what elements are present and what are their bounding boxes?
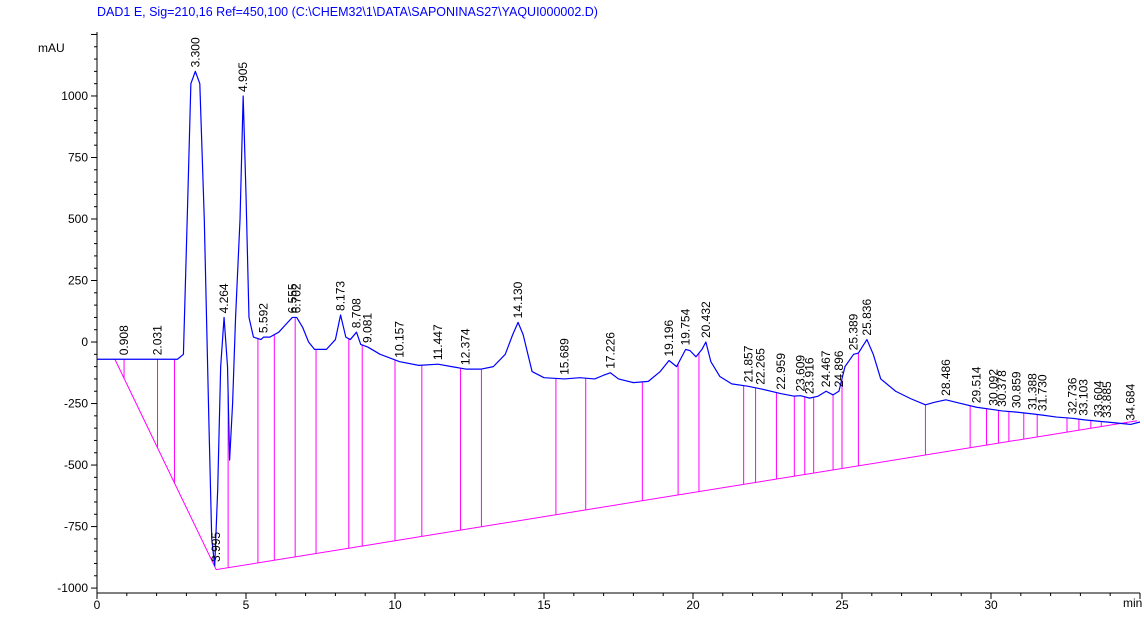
peak-label: 12.374 <box>459 328 473 365</box>
x-axis-label: min <box>1123 596 1142 610</box>
x-tick-label: 25 <box>835 598 849 612</box>
integration-drop-lines <box>123 317 1128 568</box>
integration-baseline <box>114 359 1138 571</box>
x-tick-label: 5 <box>243 598 250 612</box>
axes: 0 5 10 15 20 25 30 -1000 -750 -500 -250 0 250 500 750 1… <box>57 32 1141 612</box>
peak-label: 33.885 <box>1100 381 1114 418</box>
peak-label: 2.031 <box>151 325 165 355</box>
peak-label: 30.378 <box>995 370 1009 407</box>
y-tick-label: 1000 <box>61 89 88 103</box>
peak-label: 9.081 <box>361 313 375 343</box>
peak-label: 15.689 <box>558 338 572 375</box>
y-tick-label: 0 <box>81 335 88 349</box>
peak-label: 23.609 <box>794 355 808 392</box>
peak-label: 23.916 <box>803 357 817 394</box>
peak-label: 22.959 <box>774 353 788 390</box>
peak-label: 34.684 <box>1124 383 1138 420</box>
peak-label: 24.896 <box>832 350 846 387</box>
y-tick-label: 500 <box>68 212 88 226</box>
peak-label: 25.389 <box>847 313 861 350</box>
peak-label: 22.265 <box>753 348 767 385</box>
peak-label: 4.264 <box>217 283 231 313</box>
signal-trace <box>97 70 1141 567</box>
signal-line <box>97 70 1141 567</box>
x-tick-label: 30 <box>984 598 998 612</box>
peak-label: 8.173 <box>334 281 348 311</box>
peak-label: 29.514 <box>970 366 984 403</box>
peak-label: 33.604 <box>1091 380 1105 417</box>
peak-label: 19.754 <box>679 308 693 345</box>
y-tick-label: -250 <box>64 397 88 411</box>
chart-title: DAD1 E, Sig=210,16 Ref=450,100 (C:\CHEM3… <box>97 5 598 19</box>
peak-label: 31.730 <box>1036 374 1050 411</box>
peak-label: 3.995 <box>209 532 223 562</box>
peak-label: 31.388 <box>1025 373 1039 410</box>
y-axis-label: mAU <box>38 41 65 55</box>
peak-label: 32.736 <box>1066 377 1080 414</box>
y-tick-label: 750 <box>68 150 88 164</box>
peak-label: 30.092 <box>987 369 1001 406</box>
x-tick-label: 15 <box>537 598 551 612</box>
peak-label: 8.708 <box>349 298 363 328</box>
peak-label: 6.555 <box>285 283 299 313</box>
y-tick-label: -750 <box>64 520 88 534</box>
y-tick-label: -500 <box>64 458 88 472</box>
peak-label: 4.905 <box>236 62 250 92</box>
peak-label: 11.447 <box>431 324 445 360</box>
peak-label: 5.592 <box>257 303 271 333</box>
peak-label: 6.702 <box>290 283 304 313</box>
x-tick-label: 10 <box>388 598 402 612</box>
peak-label: 17.226 <box>603 332 617 369</box>
peak-label: 0.908 <box>117 325 131 355</box>
baseline-line <box>114 359 1138 571</box>
peak-label: 3.300 <box>188 37 202 67</box>
peak-label: 10.157 <box>393 321 407 358</box>
peak-labels: 0.908 2.031 3.300 3.995 4.264 4.905 5.592 6.555… <box>117 37 1138 562</box>
y-tick-label: -1000 <box>57 581 88 595</box>
peak-label: 30.859 <box>1010 371 1024 408</box>
peak-label: 19.196 <box>662 319 676 356</box>
x-tick-label: 20 <box>686 598 700 612</box>
peak-label: 28.486 <box>939 359 953 396</box>
peak-label: 14.130 <box>511 281 525 318</box>
peak-label: 25.836 <box>860 299 874 336</box>
x-tick-label: 0 <box>94 598 101 612</box>
peak-label: 24.467 <box>819 350 833 387</box>
y-tick-label: 250 <box>68 274 88 288</box>
peak-label: 33.103 <box>1076 379 1090 416</box>
peak-label: 20.432 <box>699 301 713 338</box>
peak-label: 21.857 <box>741 345 755 382</box>
